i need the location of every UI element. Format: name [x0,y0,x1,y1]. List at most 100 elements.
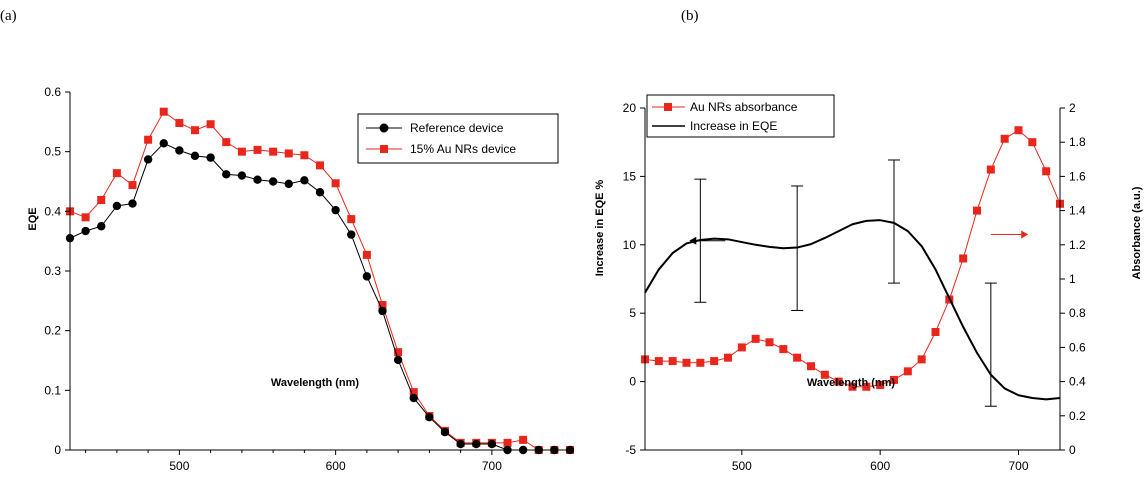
chart-b-xlabel: Wavelength (nm) [807,377,896,389]
chart-b-absorbance-point [1000,134,1009,143]
chart-b-series [641,126,1064,407]
chart-b-absorbance-point [848,382,857,391]
chart-a-point-0 [128,199,137,208]
chart-b-absorbance-point [668,357,677,366]
chart-b-xtick-label: 500 [732,459,752,473]
chart-a-xtick-label: 600 [326,459,346,473]
chart-a-point-0 [143,155,153,164]
chart-b-absorbance-point [862,382,871,391]
chart-a-point-1 [112,169,121,178]
chart-b-y2tick-label: 0.2 [1069,409,1086,423]
legend-a-label-au: 15% Au NRs device [410,142,516,156]
chart-a-point-1 [175,119,184,128]
chart-a-point-0 [362,272,372,281]
chart-a-point-0 [440,427,450,437]
chart-a-point-0 [456,439,465,449]
chart-b-ytick-label: 15 [623,169,637,183]
chart-a-point-0 [97,222,106,231]
chart-b-absorbance-point [807,362,815,371]
chart-a-point-1 [206,120,215,129]
chart-b-absorbance-point [696,358,705,367]
chart-b-absorbance-point [1028,138,1037,147]
chart-b-y2tick-label: 2 [1069,101,1076,115]
chart-b-absorbance-point [1042,167,1051,176]
chart-a-point-0 [253,175,262,184]
chart-a-point-0 [222,170,231,179]
chart-a-point-0 [393,355,403,365]
chart-a-axes: 0 0.1 0.2 0.3 0.4 0.5 0.6 500 600 700 [44,85,570,473]
legend-a-marker-au [380,145,388,153]
chart-a-ytick-label: 0 [54,443,61,457]
chart-a-ytick-label: 0.1 [44,383,61,397]
chart-a-ytick-label: 0.3 [44,264,61,278]
chart-a-point-1 [191,126,199,135]
chart-a-point-1 [503,438,512,447]
chart-b-absorbance-point [751,334,760,343]
chart-b-absorbance-point [682,358,691,367]
chart-b-y2tick-label: 1.8 [1069,135,1086,149]
chart-b-legend: Au NRs absorbance Increase in EQE [646,94,835,138]
chart-a-ytick-label: 0.6 [44,85,61,99]
chart-b-absorbance-point [890,375,898,384]
chart-a-point-1 [300,151,309,160]
chart-b-y2tick-label: 1.4 [1069,204,1086,218]
chart-b-absorbance-point [903,367,912,376]
chart-a-point-0 [284,179,293,189]
chart-a-point-0 [347,230,356,239]
chart-a-point-1 [253,145,262,154]
chart-a-legend: Reference device 15% Au NRs device [357,113,559,164]
chart-b-absorbance-point [931,328,940,337]
chart-a-point-1 [331,179,340,188]
chart-a-point-1 [394,348,403,357]
chart-a-xtick-label: 700 [482,459,502,473]
chart-a-point-0 [159,139,168,148]
chart-b-eqe-line [644,219,1061,401]
chart-a-point-1 [159,107,168,116]
chart-b-absorbance-point [820,370,829,379]
chart-a-point-0 [331,205,340,215]
chart-b-y2tick-label: 0.8 [1069,306,1086,320]
chart-a-ylabel: EQE [27,207,39,230]
chart-a-point-0 [487,439,497,449]
chart-a-point-1 [97,195,106,204]
chart-b-absorbance-point [834,377,843,386]
chart-b-y2tick-label: 0.4 [1069,375,1086,389]
chart-b-ytick-label: -5 [625,443,636,457]
chart-a-point-0 [378,306,387,316]
chart-a-point-0 [472,439,481,449]
chart-b-absorbance-point [986,165,995,174]
chart-b-absorbance-point [973,206,981,215]
chart-a-point-1 [378,301,387,310]
chart-b-y2label: Absorbance (a.u.) [1131,186,1143,279]
legend-b-label-au: Au NRs absorbance [690,100,798,114]
chart-b-absorbance-line [644,129,1061,388]
chart-a-point-0 [409,393,418,403]
chart-b-ytick-label: 0 [629,375,636,389]
chart-b-absorbance-point [1014,126,1023,135]
chart-b-y2tick-label: 1 [1069,272,1076,286]
chart-b-y2tick-label: 0 [1069,443,1076,457]
chart-a-xtick-label: 500 [169,459,189,473]
chart-a-legend-box [357,113,559,164]
chart-b-axes: -5 0 5 10 15 20 0 0.2 0.4 0.6 0.8 1 1.2 1.4 1.6 1.8 2 500… [623,101,1086,473]
chart-b-absorbance-point [765,338,774,347]
chart-a-ytick-label: 0.5 [44,145,61,159]
chart-b-absorbance-point [917,355,926,364]
panel-label-a: (a) [0,8,17,24]
chart-a-xlabel: Wavelength (nm) [271,377,360,389]
chart-b-ytick-label: 5 [629,306,636,320]
arrow-left-icon [689,236,697,245]
chart-b-y2tick-label: 0.6 [1069,340,1086,354]
chart-a-point-0 [300,176,309,185]
chart-b-y2tick-label: 1.6 [1069,169,1086,183]
legend-a-marker-reference [379,123,389,133]
chart-b-absorbance-point [793,353,802,362]
chart-a-point-1 [347,215,356,224]
chart-b-xtick-label: 700 [1008,459,1028,473]
chart-b: -5 0 5 10 15 20 0 0.2 0.4 0.6 0.8 1 1.2 1.4 1.6 1.8 2 500… [594,94,1143,473]
chart-a-point-1 [222,138,231,147]
chart-b-absorbance-point [737,343,746,352]
chart-a-point-1 [519,435,528,444]
chart-b-ytick-label: 20 [623,101,637,115]
